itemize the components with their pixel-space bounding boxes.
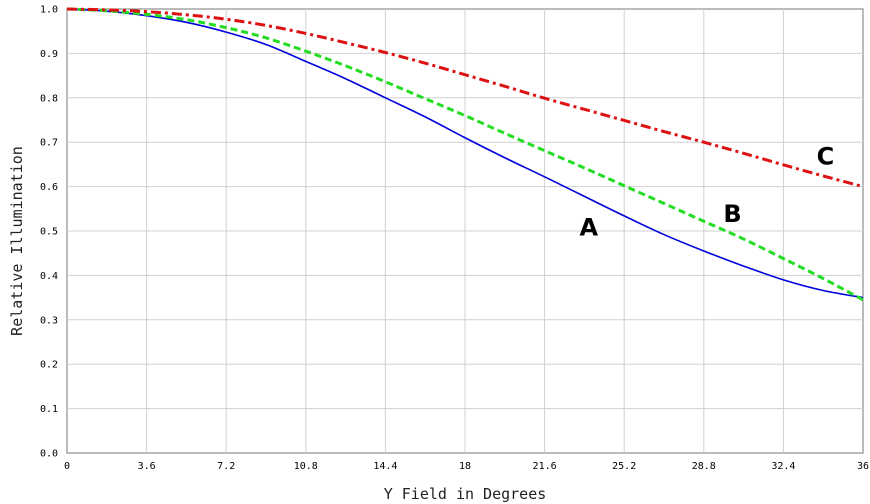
series-group (66, 7, 864, 302)
x-tick-label: 25.2 (612, 461, 636, 472)
x-axis-title: Y Field in Degrees (384, 485, 547, 503)
x-tick-label: 32.4 (771, 461, 795, 472)
series-c-line (66, 7, 864, 189)
curve-labels: A B C (580, 143, 835, 242)
y-tick-label: 1.0 (40, 5, 58, 16)
y-tick-label: 0.1 (40, 404, 58, 415)
series-a-line (66, 8, 864, 299)
x-tick-label: 36 (857, 461, 869, 472)
x-axis-ticks: 0 3.6 7.2 10.8 14.4 18 21.6 25.2 28.8 32.4 36 (64, 461, 869, 472)
y-tick-label: 0.0 (40, 449, 58, 460)
y-tick-label: 0.4 (40, 271, 58, 282)
y-tick-label: 0.7 (40, 138, 58, 149)
x-tick-label: 28.8 (692, 461, 716, 472)
y-axis-ticks: 0.0 0.1 0.2 0.3 0.4 0.5 0.6 0.7 0.8 0.9 1.0 (40, 5, 58, 460)
y-tick-label: 0.9 (40, 49, 58, 60)
curve-label-c: C (817, 143, 835, 171)
x-tick-label: 21.6 (533, 461, 557, 472)
y-tick-label: 0.2 (40, 360, 58, 371)
x-tick-label: 14.4 (373, 461, 397, 472)
x-tick-label: 3.6 (138, 461, 156, 472)
x-tick-label: 0 (64, 461, 70, 472)
y-tick-label: 0.8 (40, 93, 58, 104)
y-axis-title: Relative Illumination (8, 146, 26, 336)
x-tick-label: 18 (459, 461, 471, 472)
series-b-line (66, 7, 864, 302)
curve-label-b: B (723, 200, 741, 228)
y-tick-label: 0.5 (40, 227, 58, 238)
x-tick-label: 10.8 (294, 461, 318, 472)
y-tick-label: 0.6 (40, 182, 58, 193)
x-tick-label: 7.2 (217, 461, 235, 472)
grid (67, 9, 863, 453)
curve-label-a: A (580, 214, 599, 242)
y-tick-label: 0.3 (40, 315, 58, 326)
